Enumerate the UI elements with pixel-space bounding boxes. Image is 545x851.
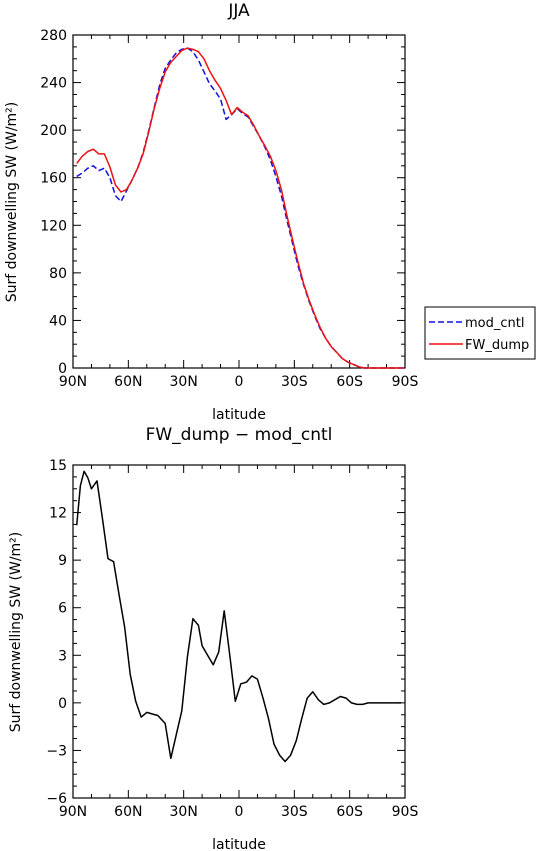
y-tick-label: 0	[58, 361, 67, 377]
x-tick-label: 0	[235, 374, 244, 390]
y-tick-label: 280	[40, 28, 67, 44]
y-tick-label: 12	[49, 506, 67, 522]
series-line-mod-cntl	[76, 47, 404, 369]
y-tick-label: 15	[49, 458, 67, 474]
y-tick-label: 200	[40, 123, 67, 139]
series-line-difference	[75, 470, 402, 763]
chart-title: JJA	[227, 1, 250, 21]
chart-title: FW_dump − mod_cntl	[146, 425, 333, 445]
x-tick-label: 30N	[170, 804, 198, 820]
chart-panel-top: JJA latitude Surf downwelling SW (W/m²) …	[4, 1, 536, 423]
x-tick-label: 60S	[336, 804, 363, 820]
y-tick-label: 40	[49, 313, 67, 329]
y-tick-label: 120	[40, 218, 67, 234]
x-tick-label: 60S	[336, 374, 363, 390]
axes-layer: 90N 60N 30N 0 30S 60S 90S −6 −3 0 3 6 9 12 15	[46, 458, 418, 820]
legend-label-fw-dump: FW_dump	[465, 338, 529, 353]
x-tick-label: 90S	[392, 374, 419, 390]
x-tick-label: 90N	[59, 804, 87, 820]
chart-panel-bottom: FW_dump − mod_cntl latitude Surf downwel…	[8, 425, 418, 851]
plot-frame	[72, 464, 406, 799]
y-tick-label: 80	[49, 266, 67, 282]
y-tick-label: 3	[58, 648, 67, 664]
x-tick-label: 0	[235, 804, 244, 820]
y-tick-label: 6	[58, 601, 67, 617]
x-tick-label: 60N	[114, 374, 142, 390]
x-tick-label: 30N	[170, 374, 198, 390]
y-tick-label: −6	[46, 791, 67, 807]
y-axis-label: Surf downwelling SW (W/m²)	[8, 532, 24, 733]
series-layer	[75, 470, 402, 763]
y-tick-label: 0	[58, 696, 67, 712]
x-axis-label: latitude	[212, 407, 266, 423]
legend: mod_cntl FW_dump	[424, 306, 536, 360]
x-tick-label: 30S	[281, 804, 308, 820]
axes-layer: 90N 60N 30N 0 30S 60S 90S 0 40 80 120 160 200 240 280	[40, 28, 418, 390]
series-line-fw-dump	[76, 47, 404, 369]
x-tick-label: 90S	[392, 804, 419, 820]
y-axis-label: Surf downwelling SW (W/m²)	[4, 102, 20, 303]
legend-label-mod-cntl: mod_cntl	[465, 316, 524, 331]
legend-box	[424, 306, 536, 360]
series-layer	[76, 47, 404, 369]
plot-frame	[72, 34, 406, 369]
x-tick-label: 30S	[281, 374, 308, 390]
y-tick-label: 240	[40, 76, 67, 92]
x-axis-label: latitude	[212, 837, 266, 851]
y-tick-label: −3	[46, 743, 67, 759]
y-tick-label: 160	[40, 171, 67, 187]
y-tick-label: 9	[58, 553, 67, 569]
x-tick-label: 60N	[114, 804, 142, 820]
x-tick-label: 90N	[59, 374, 87, 390]
